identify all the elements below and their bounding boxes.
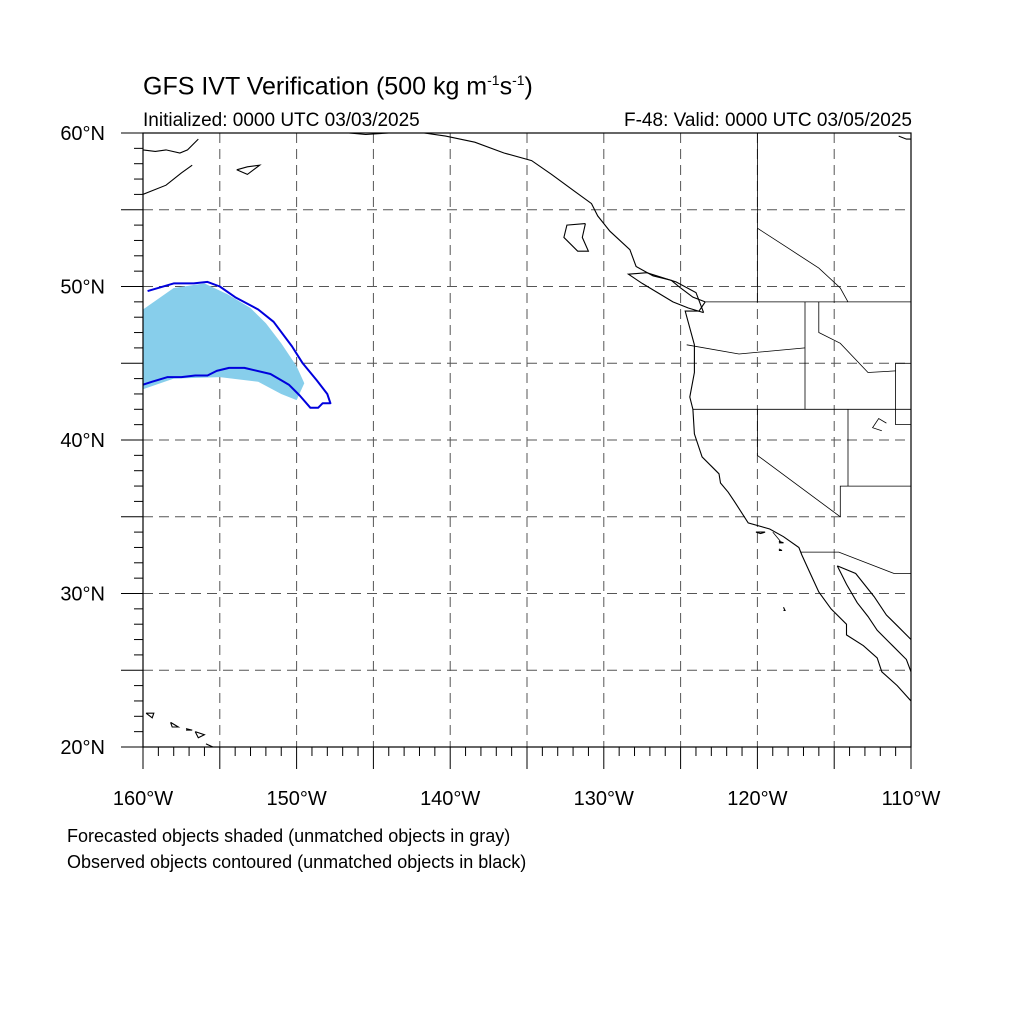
- lat-tick-label: 50°N: [60, 277, 105, 299]
- island-outline: [783, 607, 786, 611]
- axis-labels: 60°N 50°N 40°N 30°N 20°N 160°W 150°W 140°W 130°W…: [60, 123, 940, 810]
- legend-note-observed: Observed objects contoured (unmatched ob…: [67, 852, 527, 872]
- coastlines: [143, 133, 911, 747]
- legend-note-forecast: Forecasted objects shaded (unmatched obj…: [67, 826, 511, 846]
- island-outline: [778, 540, 784, 544]
- title-exponent-1: -1: [487, 72, 500, 88]
- lat-tick-label: 30°N: [60, 584, 105, 606]
- title-mid: s: [499, 72, 513, 101]
- axis-ticks: [121, 132, 912, 769]
- coastline: [143, 164, 193, 195]
- island-outline: [755, 531, 766, 535]
- observed-objects: [143, 280, 332, 409]
- political-border: [686, 344, 806, 355]
- lon-tick-label: 150°W: [266, 788, 326, 810]
- political-border: [895, 363, 911, 426]
- political-border: [871, 417, 887, 432]
- gridlines: [143, 133, 911, 747]
- lon-tick-label: 140°W: [420, 788, 480, 810]
- political-border: [800, 551, 911, 574]
- island-outline: [170, 721, 181, 728]
- island-outline: [778, 548, 783, 552]
- title-end: ): [524, 72, 533, 101]
- coastline: [143, 138, 199, 154]
- political-border: [757, 409, 841, 518]
- political-border: [757, 227, 849, 303]
- island-outline: [145, 712, 155, 719]
- lat-tick-label: 40°N: [60, 430, 105, 452]
- title-exponent-2: -1: [512, 72, 525, 88]
- political-borders: [686, 133, 911, 574]
- coastline: [563, 223, 590, 252]
- coastline: [836, 565, 911, 672]
- political-border: [839, 485, 911, 517]
- lon-tick-label: 120°W: [727, 788, 787, 810]
- map-title: GFS IVT Verification (500 kg m-1s-1): [143, 72, 533, 101]
- political-border: [772, 531, 781, 542]
- island-outline: [194, 731, 206, 739]
- map-content: [143, 133, 911, 747]
- valid-time: F-48: Valid: 0000 UTC 03/05/2025: [624, 110, 912, 131]
- lon-tick-label: 130°W: [574, 788, 634, 810]
- lon-tick-label: 160°W: [113, 788, 173, 810]
- observed-ivt-contour: [143, 280, 332, 409]
- coastline: [837, 565, 911, 640]
- initialized-time: Initialized: 0000 UTC 03/03/2025: [143, 110, 420, 131]
- island-outline: [185, 728, 193, 731]
- island-outline: [205, 743, 215, 747]
- forecast-objects: [143, 283, 305, 401]
- title-main: GFS IVT Verification (500 kg m: [143, 72, 488, 101]
- forecast-ivt-object: [143, 283, 305, 401]
- coastline: [626, 272, 705, 314]
- coastline: [898, 135, 911, 140]
- coastline: [236, 164, 262, 176]
- coastline: [424, 133, 706, 303]
- lon-tick-label: 110°W: [882, 788, 941, 810]
- lat-tick-label: 20°N: [60, 737, 105, 759]
- political-border: [818, 301, 896, 373]
- lat-tick-label: 60°N: [60, 123, 105, 145]
- coastline: [684, 301, 911, 702]
